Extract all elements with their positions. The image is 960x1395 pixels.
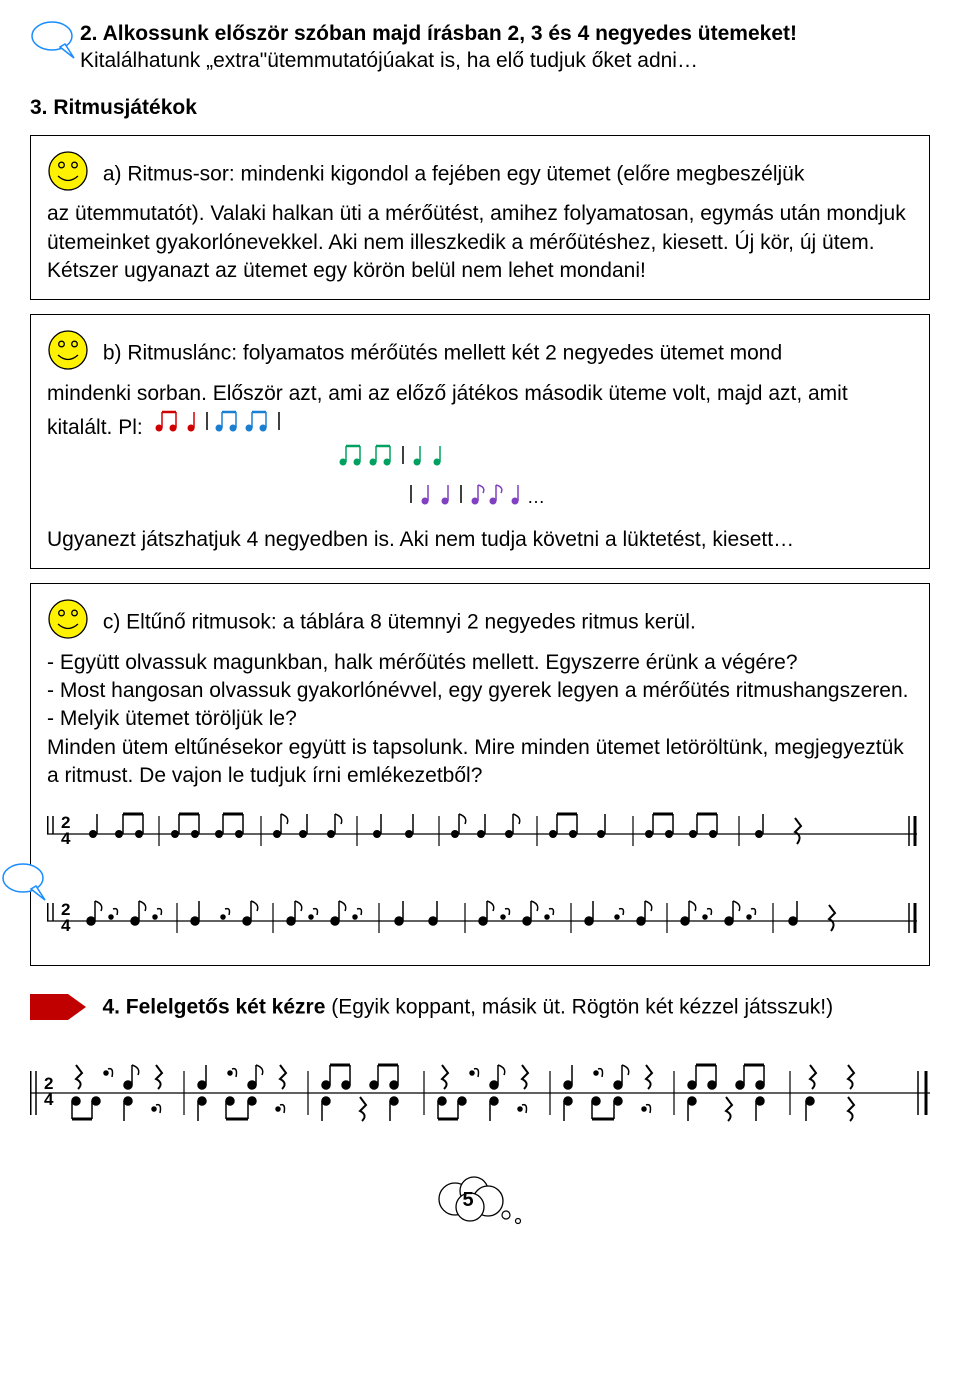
rhythm-example-line2 bbox=[337, 442, 913, 481]
red-marker-icon bbox=[30, 990, 88, 1029]
smiley-icon bbox=[47, 329, 89, 379]
section-4-heading: 4. Felelgetős két kézre (Egyik koppant, … bbox=[30, 990, 930, 1029]
section-2-title: 2. Alkossunk először szóban majd írásban… bbox=[80, 22, 797, 45]
page-number-cloud: 5 bbox=[30, 1169, 930, 1234]
box-a-lead: a) Ritmus-sor: mindenki kigondol a fejéb… bbox=[103, 163, 805, 186]
section-4-paren: (Egyik koppant, másik üt. Rögtön két kéz… bbox=[325, 995, 833, 1018]
box-c-l2: - Most hangosan olvassuk gyakorlónévvel,… bbox=[47, 677, 913, 705]
svg-text:4: 4 bbox=[44, 1090, 54, 1109]
speech-bubble-icon bbox=[30, 20, 80, 65]
rhythm-example-line1 bbox=[153, 408, 353, 442]
box-c: c) Eltűnő ritmusok: a táblára 8 ütemnyi … bbox=[30, 583, 930, 965]
page-number: 5 bbox=[462, 1189, 473, 1211]
rhythm-staff-3: 24 bbox=[30, 1057, 930, 1129]
section-3-title: 3. Ritmusjátékok bbox=[30, 96, 197, 119]
rhythm-staff-2: 24 bbox=[47, 891, 913, 941]
box-a: a) Ritmus-sor: mindenki kigondol a fejéb… bbox=[30, 135, 930, 300]
svg-text:…: … bbox=[527, 487, 545, 507]
smiley-icon bbox=[47, 150, 89, 200]
box-c-l3: - Melyik ütemet töröljük le? bbox=[47, 705, 913, 733]
svg-text:4: 4 bbox=[61, 829, 71, 848]
section-2-sub: Kitalálhatunk „extra"ütemmutatójúakat is… bbox=[80, 49, 698, 72]
smiley-icon bbox=[47, 598, 89, 648]
box-c-l1: - Együtt olvassuk magunkban, halk mérőüt… bbox=[47, 649, 913, 677]
rhythm-staff-1: 24 bbox=[47, 804, 913, 854]
box-c-l4: Minden ütem eltűnésekor együtt is tapsol… bbox=[47, 734, 913, 791]
box-a-rest: az ütemmutatót). Valaki halkan üti a mér… bbox=[47, 202, 906, 282]
svg-text:4: 4 bbox=[61, 916, 71, 935]
box-b-lead: b) Ritmuslánc: folyamatos mérőütés melle… bbox=[103, 342, 782, 365]
box-b-closing: Ugyanezt játszhatjuk 4 negyedben is. Aki… bbox=[47, 526, 913, 554]
section-4-title: 4. Felelgetős két kézre bbox=[102, 995, 325, 1018]
box-c-lead: c) Eltűnő ritmusok: a táblára 8 ütemnyi … bbox=[103, 611, 696, 634]
box-b: b) Ritmuslánc: folyamatos mérőütés melle… bbox=[30, 314, 930, 569]
section-2-heading: 2. Alkossunk először szóban majd írásban… bbox=[30, 20, 930, 76]
rhythm-example-line3: … bbox=[407, 481, 913, 520]
